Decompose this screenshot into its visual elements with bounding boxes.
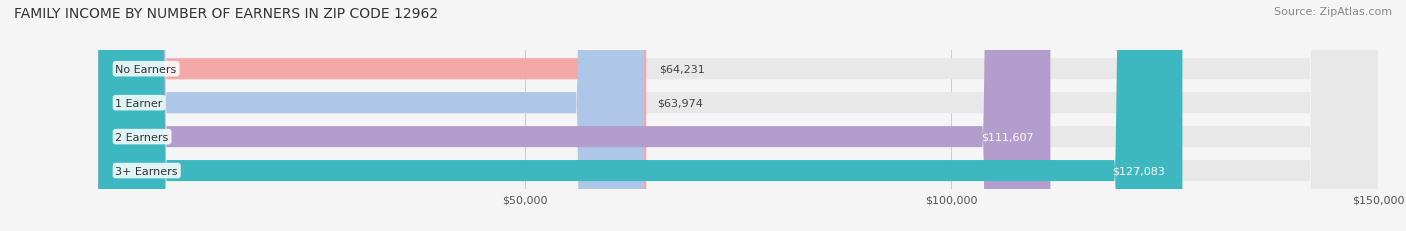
FancyBboxPatch shape bbox=[98, 0, 647, 231]
FancyBboxPatch shape bbox=[98, 0, 644, 231]
Text: 1 Earner: 1 Earner bbox=[115, 98, 163, 108]
Text: No Earners: No Earners bbox=[115, 64, 177, 74]
Text: $127,083: $127,083 bbox=[1112, 166, 1166, 176]
Text: Source: ZipAtlas.com: Source: ZipAtlas.com bbox=[1274, 7, 1392, 17]
FancyBboxPatch shape bbox=[98, 0, 1378, 231]
Text: $63,974: $63,974 bbox=[657, 98, 703, 108]
FancyBboxPatch shape bbox=[98, 0, 1378, 231]
FancyBboxPatch shape bbox=[98, 0, 1378, 231]
Text: 3+ Earners: 3+ Earners bbox=[115, 166, 179, 176]
Text: $111,607: $111,607 bbox=[981, 132, 1033, 142]
Text: 2 Earners: 2 Earners bbox=[115, 132, 169, 142]
FancyBboxPatch shape bbox=[98, 0, 1378, 231]
Text: FAMILY INCOME BY NUMBER OF EARNERS IN ZIP CODE 12962: FAMILY INCOME BY NUMBER OF EARNERS IN ZI… bbox=[14, 7, 439, 21]
FancyBboxPatch shape bbox=[98, 0, 1182, 231]
FancyBboxPatch shape bbox=[98, 0, 1050, 231]
Text: $64,231: $64,231 bbox=[659, 64, 704, 74]
